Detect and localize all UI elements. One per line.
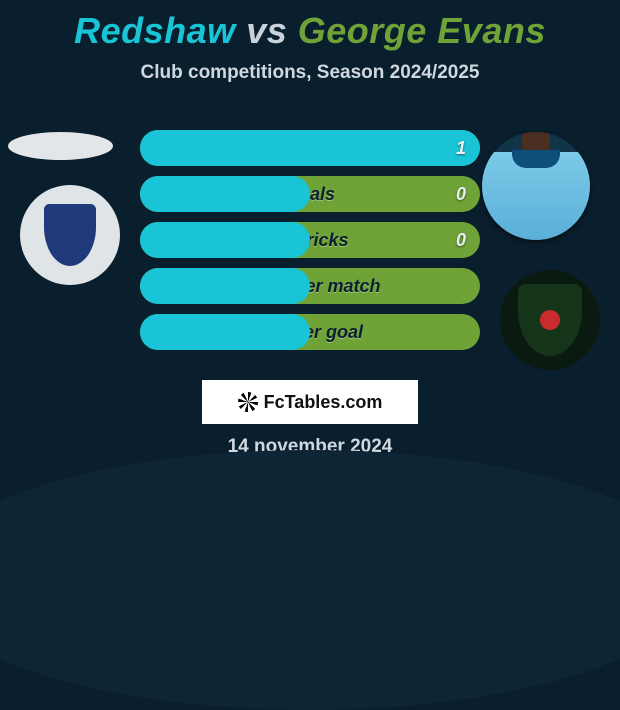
player1-avatar-placeholder (8, 132, 113, 160)
page-title: Redshaw vs George Evans (0, 10, 620, 52)
stat-row: Matches 1 (140, 130, 480, 166)
shield-icon (44, 204, 96, 266)
player2-name: George Evans (298, 10, 546, 51)
brand-box: FcTables.com (202, 380, 418, 424)
title-vs: vs (246, 10, 287, 51)
stat-row: Goals 0 (140, 176, 480, 212)
stat-row: Hattricks 0 (140, 222, 480, 258)
stat-row: Goals per match (140, 268, 480, 304)
avatar-collar (512, 150, 560, 168)
player1-club-badge (20, 185, 120, 285)
stat-row: Min per goal (140, 314, 480, 350)
bar-blue (140, 268, 310, 304)
bar-blue (140, 176, 310, 212)
bottom-vignette (0, 450, 620, 710)
brand-logo-icon (238, 392, 258, 412)
bar-value: 0 (456, 222, 466, 258)
bar-blue (140, 130, 480, 166)
crest-icon (518, 284, 582, 356)
bar-value: 1 (456, 130, 466, 166)
bar-value: 0 (456, 176, 466, 212)
stat-bars: Matches 1 Goals 0 Hattricks 0 Goals per … (140, 130, 480, 360)
player1-name: Redshaw (74, 10, 236, 51)
subtitle: Club competitions, Season 2024/2025 (0, 62, 620, 84)
player2-club-badge (500, 270, 600, 370)
brand-text: FcTables.com (264, 392, 383, 413)
ball-icon (540, 310, 560, 330)
bar-blue (140, 314, 310, 350)
bar-blue (140, 222, 310, 258)
player2-avatar (482, 132, 590, 240)
